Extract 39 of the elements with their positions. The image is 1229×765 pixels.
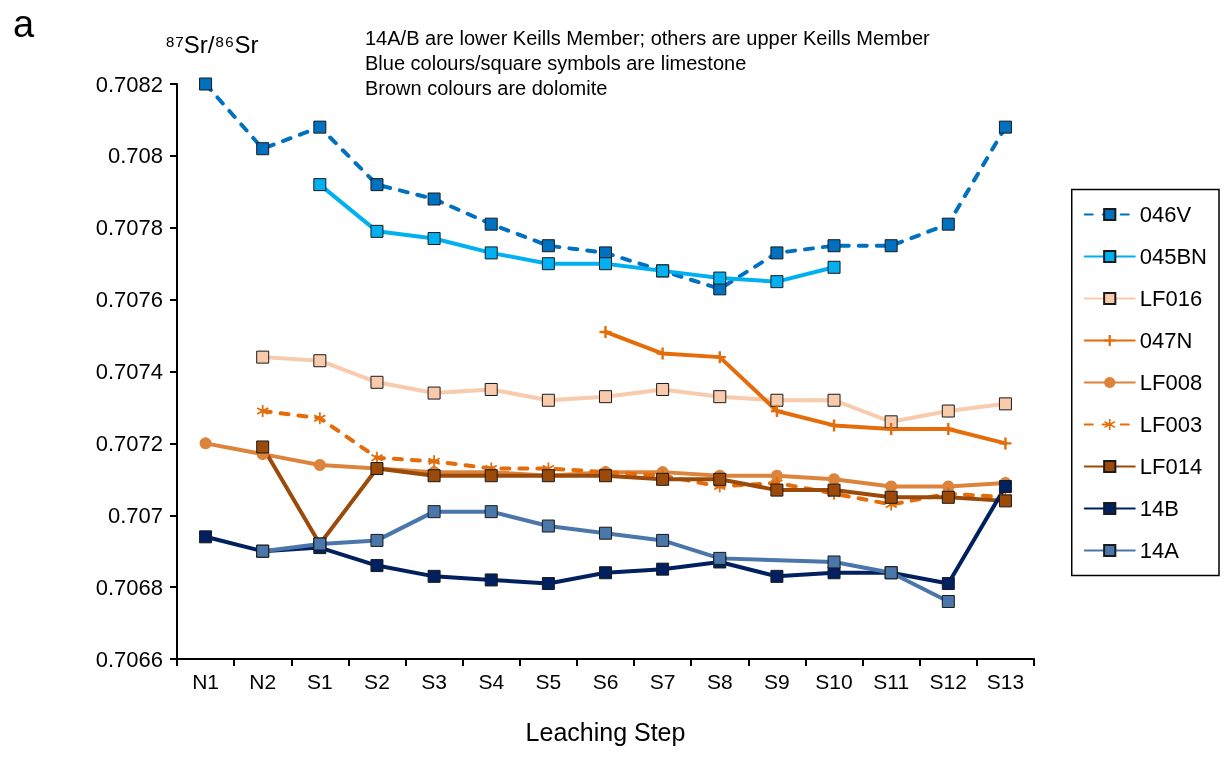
x-tick-label: S12 [929, 670, 967, 693]
x-tick-label: N1 [192, 670, 219, 693]
legend-label: 047N [1139, 328, 1193, 353]
x-tick-label: S3 [421, 670, 447, 693]
x-tick-label: S8 [706, 670, 733, 693]
x-axis-title: Leaching Step [525, 717, 686, 746]
y-tick-label: 0.708 [107, 143, 163, 169]
text: 14A/B are lower Keills Member; others are upper Keills Member [365, 26, 931, 49]
x-tick-label: S13 [986, 670, 1025, 693]
x-tick-label: S5 [535, 670, 562, 693]
legend-label: LF008 [1139, 370, 1203, 395]
chart-title: a [13, 3, 35, 45]
x-tick-label: S7 [649, 670, 676, 693]
x-tick-label: S1 [306, 670, 333, 693]
x-tick-label: N2 [249, 670, 277, 693]
y-tick-label: 0.707 [107, 502, 163, 528]
annotation: Brown colours are dolomite [365, 76, 608, 99]
legend-label: LF014 [1139, 454, 1203, 479]
text: Blue colours/square symbols are limestone [365, 51, 747, 74]
legend-label: LF016 [1139, 286, 1203, 311]
legend-label: 046V [1139, 202, 1192, 227]
y-tick-label: 0.7074 [95, 359, 163, 384]
y-tick-label: 0.7066 [95, 646, 163, 672]
legend-label: 045BN [1139, 244, 1208, 269]
x-tick-label: S10 [815, 670, 853, 693]
y-axis-title: ⁸⁷Sr/⁸⁶Sr [165, 30, 259, 58]
legend-label: 14A [1139, 538, 1180, 563]
x-tick-label: S4 [478, 670, 505, 693]
y-tick-label: 0.7082 [95, 71, 163, 97]
x-tick-label: S9 [764, 670, 790, 693]
x-tick-label: S11 [873, 670, 910, 693]
legend-label: 14B [1139, 496, 1179, 521]
x-tick-label: S6 [592, 670, 619, 693]
y-tick-label: 0.7072 [95, 430, 163, 456]
y-tick-label: 0.7076 [95, 287, 163, 313]
y-tick-label: 0.7078 [95, 215, 163, 241]
y-tick-label: 0.7068 [95, 574, 163, 600]
x-tick-label: S2 [364, 670, 390, 693]
legend-label: LF003 [1139, 412, 1203, 437]
